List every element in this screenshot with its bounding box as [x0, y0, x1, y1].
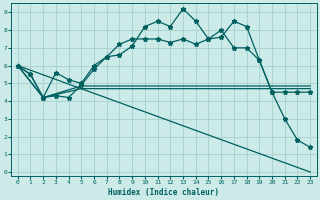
X-axis label: Humidex (Indice chaleur): Humidex (Indice chaleur) — [108, 188, 220, 197]
